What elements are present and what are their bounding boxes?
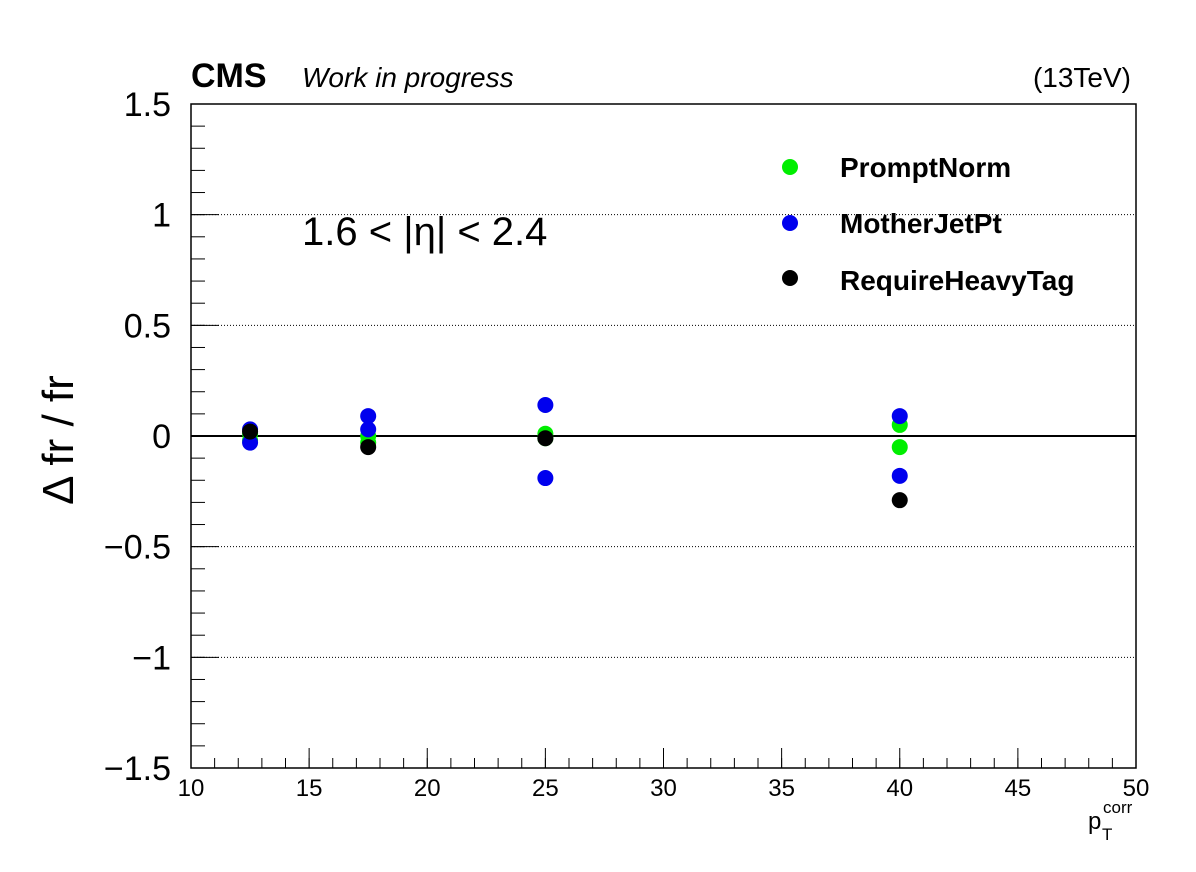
legend-entry: PromptNorm <box>782 152 1011 183</box>
legend-label-promptnorm: PromptNorm <box>840 152 1011 183</box>
y-axis-title: Δ fr / fr <box>34 375 83 505</box>
legend: PromptNorm MotherJetPt RequireHeavyTag <box>782 152 1074 296</box>
y-tick-labels: −1.5 −1 −0.5 0 0.5 1 1.5 <box>104 86 171 788</box>
status-label: Work in progress <box>302 62 514 93</box>
x-axis-title-superscript: corr <box>1103 798 1133 817</box>
y-tick-label: −1.5 <box>104 750 171 788</box>
legend-marker-motherjetpt <box>782 215 798 231</box>
experiment-label: CMS <box>191 57 267 95</box>
x-tick-label: 10 <box>178 775 205 802</box>
x-axis-title-main: p <box>1088 808 1101 835</box>
legend-label-requireheavytag: RequireHeavyTag <box>840 265 1074 296</box>
data-point-motherjetpt <box>360 421 377 438</box>
y-tick-label: 1.5 <box>124 86 171 124</box>
data-point-motherjetpt <box>891 467 908 484</box>
x-tick-label: 30 <box>650 775 677 802</box>
data-point-requireheavytag <box>242 423 259 440</box>
data-point-motherjetpt <box>537 470 554 487</box>
data-point-requireheavytag <box>537 430 554 447</box>
data-points <box>242 397 908 509</box>
data-point-requireheavytag <box>360 439 377 456</box>
y-tick-label: 0 <box>152 418 171 456</box>
x-tick-label: 45 <box>1005 775 1032 802</box>
legend-marker-requireheavytag <box>782 270 798 286</box>
y-tick-label: −0.5 <box>104 529 171 567</box>
x-tick-label: 50 <box>1123 775 1150 802</box>
x-tick-label: 15 <box>296 775 323 802</box>
x-tick-label: 40 <box>886 775 913 802</box>
y-tick-label: −1 <box>132 639 171 677</box>
legend-entry: MotherJetPt <box>782 208 1002 239</box>
legend-label-motherjetpt: MotherJetPt <box>840 208 1002 239</box>
x-tick-label: 20 <box>414 775 441 802</box>
legend-marker-promptnorm <box>782 159 798 175</box>
x-axis-title-subscript: T <box>1102 825 1112 844</box>
energy-label: (13TeV) <box>1033 62 1131 93</box>
x-tick-label: 35 <box>768 775 795 802</box>
eta-range-annotation: 1.6 < |η| < 2.4 <box>302 210 547 254</box>
data-point-motherjetpt <box>537 397 554 414</box>
x-axis-title: p T corr <box>1088 798 1133 844</box>
data-point-motherjetpt <box>891 408 908 425</box>
x-tick-label: 25 <box>532 775 559 802</box>
data-point-motherjetpt <box>242 434 259 451</box>
y-tick-label: 1 <box>152 197 171 235</box>
data-point-promptnorm <box>891 439 908 456</box>
data-point-requireheavytag <box>891 492 908 509</box>
legend-entry: RequireHeavyTag <box>782 265 1074 296</box>
data-point-motherjetpt <box>360 408 377 425</box>
x-tick-labels: 10 15 20 25 30 35 40 45 50 <box>178 775 1150 802</box>
y-tick-label: 0.5 <box>124 307 171 345</box>
